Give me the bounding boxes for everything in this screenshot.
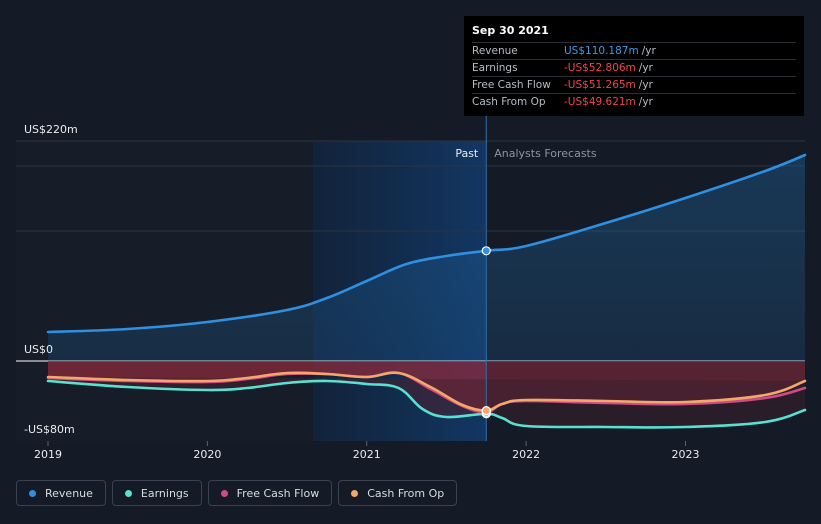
legend-label: Earnings: [140, 486, 189, 500]
x-tick-label: 2023: [671, 448, 699, 461]
tooltip-value: -US$52.806m: [564, 62, 636, 74]
tooltip-label: Cash From Op: [472, 96, 546, 108]
tooltip-row-free-cash-flow: Free Cash Flow -US$51.265m /yr: [472, 76, 796, 93]
tooltip-date: Sep 30 2021: [472, 24, 549, 37]
y-axis-label: US$0: [24, 343, 53, 356]
tooltip-value: -US$49.621m: [564, 96, 636, 108]
legend-item-revenue[interactable]: Revenue: [16, 480, 106, 506]
legend-item-earnings[interactable]: Earnings: [111, 480, 202, 506]
tooltip-unit: /yr: [638, 96, 653, 108]
legend-item-cash-from-op[interactable]: Cash From Op: [338, 480, 458, 506]
tooltip-value: US$110.187m: [564, 45, 639, 57]
forecast-label: Analysts Forecasts: [494, 147, 597, 160]
tooltip-label: Revenue: [472, 45, 518, 57]
earnings-line: [46, 379, 807, 429]
legend-dot-icon: [220, 489, 228, 497]
revenue-line: [46, 153, 807, 334]
x-tick-label: 2019: [34, 448, 62, 461]
x-tick-label: 2022: [512, 448, 540, 461]
x-tick-label: 2021: [353, 448, 381, 461]
tooltip-row-revenue: Revenue US$110.187m /yr: [472, 42, 796, 59]
earnings-area: [48, 377, 805, 428]
legend-dot-icon: [351, 489, 359, 497]
cash-from-op-line: [46, 371, 807, 412]
past-label: Past: [455, 147, 479, 160]
tooltip-unit: /yr: [641, 45, 656, 57]
tooltip-label: Earnings: [472, 62, 518, 74]
legend-label: Free Cash Flow: [236, 486, 320, 500]
tooltip-unit: /yr: [638, 62, 653, 74]
tooltip-row-cash-from-op: Cash From Op -US$49.621m /yr: [472, 93, 796, 110]
revenue-area: [48, 155, 805, 361]
legend-dot-icon: [124, 489, 132, 497]
legend-item-free-cash-flow[interactable]: Free Cash Flow: [207, 480, 333, 506]
y-axis-label: US$220m: [24, 123, 78, 136]
cash-from-op-marker: [481, 406, 491, 416]
tooltip-unit: /yr: [638, 79, 653, 91]
tooltip-value: -US$51.265m: [564, 79, 636, 91]
tooltip-row-earnings: Earnings -US$52.806m /yr: [472, 59, 796, 76]
y-axis-label: -US$80m: [24, 423, 75, 436]
legend-label: Revenue: [45, 486, 93, 500]
x-tick-label: 2020: [193, 448, 221, 461]
legend-dot-icon: [29, 489, 36, 497]
tooltip-panel: Sep 30 2021 Revenue US$110.187m /yr Earn…: [464, 16, 804, 116]
chart-legend: Revenue Earnings Free Cash Flow Cash Fro…: [16, 480, 458, 506]
tooltip-label: Free Cash Flow: [472, 79, 551, 91]
legend-label: Cash From Op: [367, 486, 445, 500]
revenue-marker: [481, 246, 491, 256]
